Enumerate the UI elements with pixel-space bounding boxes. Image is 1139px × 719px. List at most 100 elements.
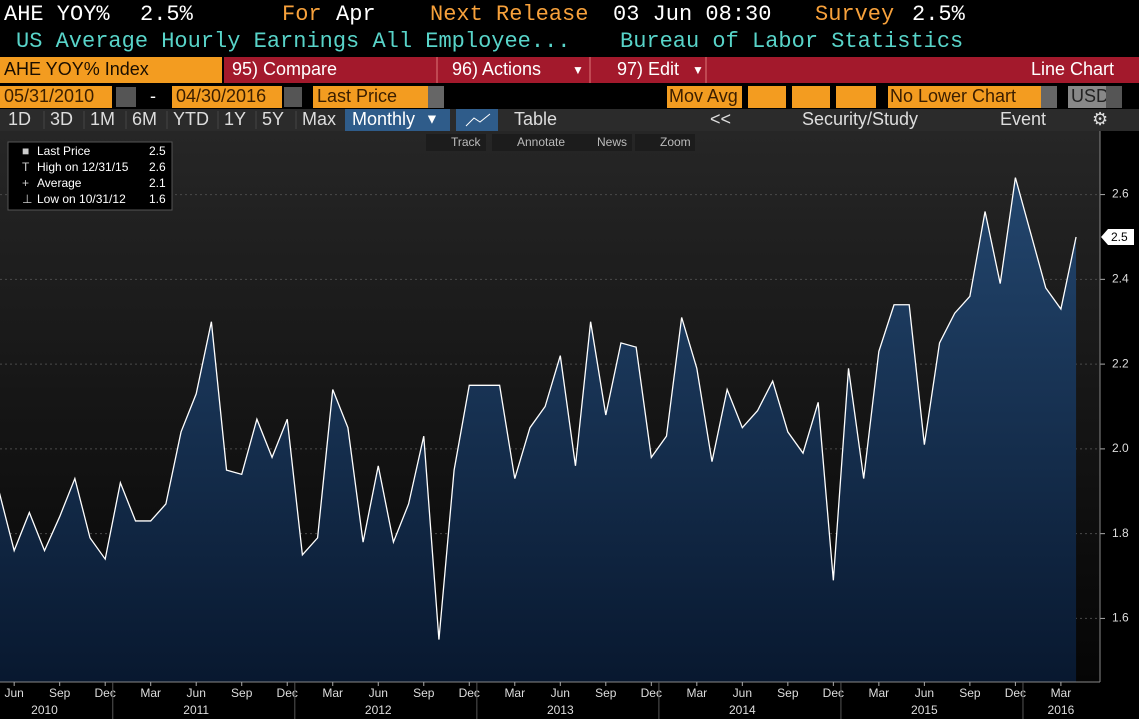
tool[interactable]: Annotate (517, 135, 565, 149)
legend-icon: T (22, 160, 30, 174)
actions[interactable]: 96) Actions (452, 59, 541, 79)
for-value: Apr (336, 2, 376, 27)
event[interactable]: Event (1000, 109, 1046, 129)
x-tick-label: Mar (1051, 686, 1072, 700)
last-tag-label: 2.5 (1111, 230, 1128, 244)
x-tick-label: Dec (277, 686, 298, 700)
input[interactable] (792, 86, 830, 108)
mov-avg[interactable]: Mov Avg (669, 86, 738, 106)
currency[interactable]: USD (1071, 86, 1109, 106)
for-label: For (282, 2, 322, 27)
compare[interactable]: 95) Compare (232, 59, 337, 79)
range-buttons: 1D 3D 1M 6M YTD 1Y 5Y Max (8, 109, 336, 129)
x-tick-label: Mar (140, 686, 161, 700)
x-year-label: 2015 (911, 703, 938, 717)
legend-box (7, 141, 173, 211)
input[interactable] (836, 86, 876, 108)
line (0, 177, 1077, 640)
tool-box (492, 134, 574, 151)
x-tick-label: Dec (823, 686, 844, 700)
x-tick-label: Mar (322, 686, 343, 700)
x-tick-label: Mar (686, 686, 707, 700)
menu-bar (224, 57, 1139, 83)
field[interactable]: Last Price (317, 86, 397, 106)
range[interactable]: 6M (132, 109, 157, 129)
security[interactable]: AHE YOY% Index (4, 59, 149, 79)
edit[interactable]: 97) Edit (617, 59, 679, 79)
table[interactable]: Table (514, 109, 557, 129)
field-box[interactable] (313, 86, 428, 108)
legend-label: High on 12/31/15 (37, 160, 129, 174)
range[interactable]: 1Y (224, 109, 246, 129)
next-value: 03 Jun 08:30 (613, 2, 771, 27)
lower-box[interactable] (888, 86, 1041, 108)
period-box[interactable] (345, 109, 450, 131)
range[interactable]: 1M (90, 109, 115, 129)
range[interactable]: 5Y (262, 109, 284, 129)
legend-label: Average (37, 176, 82, 190)
currency-box[interactable] (1068, 86, 1106, 108)
study[interactable]: Security/Study (802, 109, 918, 129)
caret: ▼ (572, 63, 584, 77)
x-year-label: 2012 (365, 703, 392, 717)
legend-icon: ⊥ (22, 192, 32, 206)
y-tick-label: 2.2 (1112, 356, 1129, 370)
axis-bg (1100, 131, 1139, 682)
input[interactable] (748, 86, 786, 108)
legend-icon: ■ (22, 144, 29, 158)
cal-icon[interactable] (116, 87, 136, 107)
range[interactable]: Max (302, 109, 336, 129)
area (0, 177, 1077, 682)
security-box[interactable] (0, 57, 222, 83)
last: 2.5% (140, 2, 194, 27)
tool[interactable]: Track (451, 135, 482, 149)
movavg-box[interactable] (667, 86, 742, 108)
x-tick-label: Dec (95, 686, 116, 700)
next-label: Next Release (430, 2, 588, 27)
survey-value: 2.5% (912, 2, 966, 27)
x-tick-label: Mar (869, 686, 890, 700)
dropdown[interactable] (1106, 86, 1122, 108)
range[interactable]: YTD (173, 109, 209, 129)
start-box[interactable] (0, 86, 112, 108)
period[interactable]: Monthly (352, 109, 415, 129)
x-tick-label: Jun (4, 686, 23, 700)
tool[interactable]: Zoom (660, 135, 691, 149)
source: Bureau of Labor Statistics (620, 29, 963, 54)
x-tick-label: Sep (777, 686, 799, 700)
range[interactable]: 1D (8, 109, 31, 129)
x-tick-label: Jun (733, 686, 752, 700)
lower[interactable]: No Lower Chart (890, 86, 1016, 106)
view[interactable]: Line Chart (1031, 59, 1114, 79)
dropdown[interactable] (1041, 86, 1057, 108)
legend-value: 2.5 (149, 144, 166, 158)
x-year-label: 2010 (31, 703, 58, 717)
series (0, 177, 1077, 682)
legend-label: Low on 10/31/12 (37, 192, 126, 206)
caret: ▼ (692, 63, 704, 77)
x-tick-label: Jun (369, 686, 388, 700)
x-tick-label: Sep (595, 686, 617, 700)
gear[interactable]: ⚙ (1092, 109, 1108, 129)
toolbar (0, 109, 1139, 131)
tool-box (635, 134, 695, 151)
legend-value: 2.1 (149, 176, 166, 190)
legend: ■ Last Price 2.5 T High on 12/31/15 2.6 + Avera… (22, 144, 166, 206)
description: US Average Hourly Earnings All Employee.… (16, 29, 571, 54)
dropdown[interactable] (428, 86, 444, 108)
legend-label: Last Price (37, 144, 91, 158)
end[interactable]: 04/30/2016 (176, 86, 266, 106)
x-tick-label: Sep (413, 686, 435, 700)
cal-icon[interactable] (284, 87, 302, 107)
icon (465, 113, 491, 127)
chart-tools: Track Annotate News Zoom (426, 134, 695, 151)
range[interactable]: 3D (50, 109, 73, 129)
back[interactable]: << (710, 109, 731, 129)
caret: ▼ (425, 111, 439, 127)
end-box[interactable] (172, 86, 282, 108)
start[interactable]: 05/31/2010 (4, 86, 94, 106)
tool[interactable]: News (597, 135, 627, 149)
x-tick-label: Sep (959, 686, 981, 700)
dash: - (150, 86, 156, 106)
